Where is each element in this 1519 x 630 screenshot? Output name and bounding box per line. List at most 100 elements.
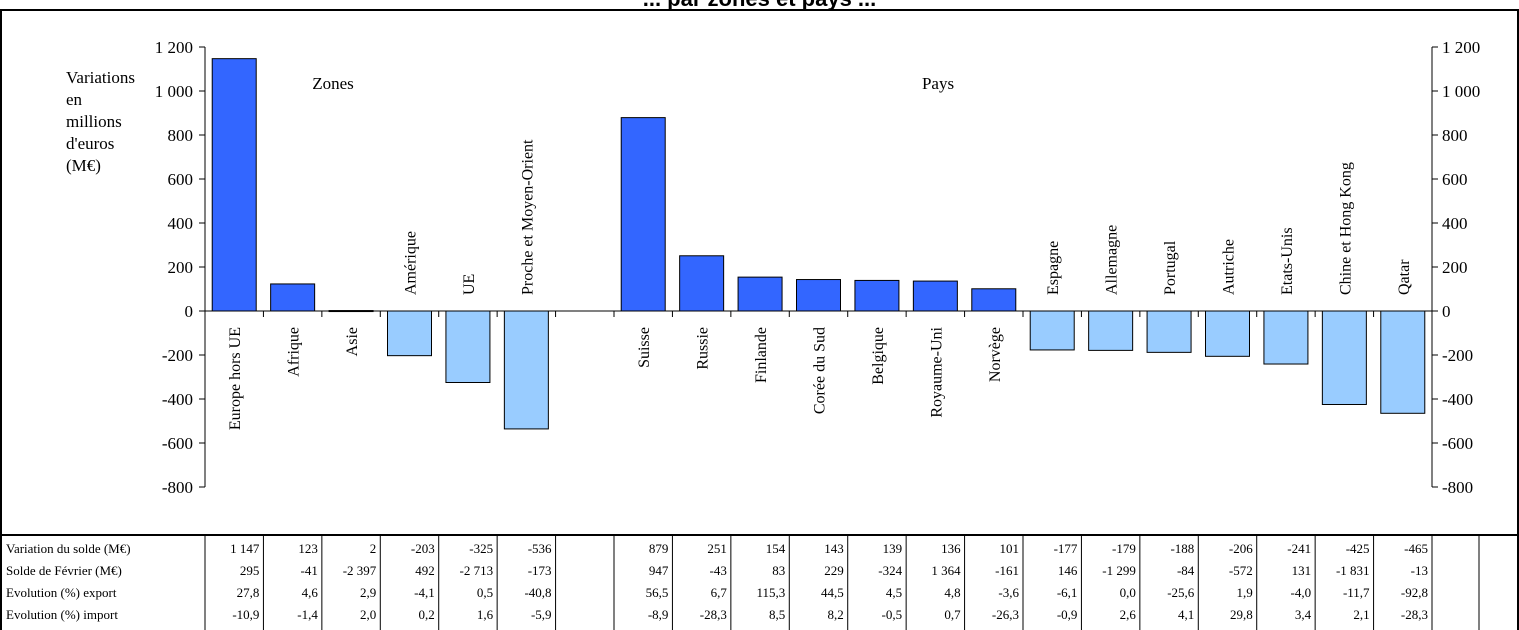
table-cell: -465	[1404, 541, 1428, 556]
category-label-allemagne: Allemagne	[1104, 225, 1121, 295]
table-cell: 2	[370, 541, 377, 556]
table-cell: 8,5	[769, 607, 785, 622]
category-label-chine-et-hong-kong: Chine et Hong Kong	[1337, 162, 1354, 295]
y-tick-label-right: 600	[1442, 170, 1468, 189]
y-tick-label-left: 400	[168, 214, 194, 233]
y-tick-label-left: 600	[168, 170, 194, 189]
table-cell: 3,4	[1295, 607, 1312, 622]
table-cell: -4,0	[1291, 585, 1312, 600]
category-label-ue: UE	[461, 274, 478, 295]
table-cell: -206	[1229, 541, 1253, 556]
table-cell: 229	[824, 563, 844, 578]
group-label-zones: Zones	[312, 74, 354, 93]
table-cell: 1 364	[931, 563, 961, 578]
bar-proche-et-moyen-orient	[503, 310, 549, 430]
category-label-royaume-uni: Royaume-Uni	[928, 326, 945, 417]
table-cell: -25,6	[1167, 585, 1195, 600]
table-cell: 6,7	[711, 585, 728, 600]
y-tick-label-left: 800	[168, 126, 194, 145]
table-cell: 115,3	[757, 585, 786, 600]
table-cell: 139	[883, 541, 903, 556]
table-cell: -1 299	[1102, 563, 1136, 578]
bar-norv-ge	[971, 288, 1017, 312]
table-cell: -3,6	[998, 585, 1019, 600]
table-cell: 131	[1292, 563, 1312, 578]
table-cell: 4,5	[886, 585, 902, 600]
category-label-etats-unis: Etats-Unis	[1279, 227, 1296, 295]
category-label-afrique: Afrique	[286, 327, 303, 377]
table-cell: -40,8	[524, 585, 551, 600]
table-cell: -425	[1346, 541, 1370, 556]
category-label-espagne: Espagne	[1045, 241, 1062, 295]
table-cell: -203	[411, 541, 435, 556]
table-cell: 2,9	[360, 585, 376, 600]
table-cell: -10,9	[232, 607, 259, 622]
table-cell: 0,0	[1120, 585, 1136, 600]
table-cell: 44,5	[821, 585, 844, 600]
table-cell: 4,8	[944, 585, 960, 600]
table-cell: 83	[772, 563, 785, 578]
y-tick-label-left: 1 200	[155, 38, 193, 57]
category-label-am-rique: Amérique	[403, 231, 420, 295]
table-cell: 123	[298, 541, 318, 556]
bar-suisse	[620, 117, 666, 312]
table-cell: 251	[707, 541, 727, 556]
bar-finlande	[737, 276, 783, 312]
table-cell: -325	[469, 541, 493, 556]
bar-royaume-uni	[912, 280, 958, 312]
table-cell: 0,7	[944, 607, 961, 622]
table-cell: 2,1	[1353, 607, 1369, 622]
y-tick-label-right: 400	[1442, 214, 1468, 233]
table-row-label: Variation du solde (M€)	[6, 541, 131, 556]
table-cell: 146	[1058, 563, 1078, 578]
bar-autriche	[1205, 310, 1250, 357]
table-cell: -2 713	[460, 563, 494, 578]
category-label-qatar: Qatar	[1396, 259, 1413, 295]
bar-espagne	[1029, 310, 1075, 351]
category-label-autriche: Autriche	[1221, 239, 1238, 295]
y-tick-label-right: -800	[1442, 478, 1473, 497]
table-cell: -6,1	[1057, 585, 1078, 600]
y-tick-label-right: 1 200	[1442, 38, 1480, 57]
table-cell: 1 147	[230, 541, 260, 556]
table-cell: -5,9	[531, 607, 552, 622]
table-cell: -13	[1411, 563, 1428, 578]
category-label-asie: Asie	[344, 327, 361, 356]
y-tick-label-left: 200	[168, 258, 194, 277]
table-cell: -26,3	[992, 607, 1019, 622]
table-cell: -92,8	[1401, 585, 1428, 600]
y-tick-label-left: 0	[185, 302, 194, 321]
y-tick-label-right: -600	[1442, 434, 1473, 453]
table-cell: -161	[995, 563, 1019, 578]
table-cell: -572	[1229, 563, 1253, 578]
table-cell: 29,8	[1230, 607, 1253, 622]
table-cell: 947	[649, 563, 669, 578]
y-tick-label-right: -400	[1442, 390, 1473, 409]
table-cell: -1 831	[1336, 563, 1370, 578]
y-tick-label-right: 0	[1442, 302, 1451, 321]
table-cell: -43	[710, 563, 727, 578]
table-cell: -0,5	[882, 607, 903, 622]
table-row-label: Solde de Février (M€)	[6, 563, 122, 578]
outer-border	[0, 9, 1519, 630]
table-cell: -0,9	[1057, 607, 1078, 622]
category-label-finlande: Finlande	[753, 327, 770, 383]
y-tick-label-left: -200	[162, 346, 193, 365]
category-label-portugal: Portugal	[1162, 240, 1179, 295]
chart-title: ... par zones et pays ...	[0, 0, 1519, 12]
y-tick-label-right: -200	[1442, 346, 1473, 365]
table-cell: 56,5	[646, 585, 669, 600]
bar-russie	[679, 255, 725, 312]
group-label-pays: Pays	[922, 74, 954, 93]
table-cell: -241	[1287, 541, 1311, 556]
y-axis-label: Variations en millions d'euros (M€)	[66, 68, 135, 175]
table-cell: -188	[1170, 541, 1194, 556]
table-row-label: Evolution (%) import	[6, 607, 118, 622]
table-cell: 492	[415, 563, 435, 578]
bar-asie	[328, 310, 374, 313]
table-cell: -536	[528, 541, 552, 556]
bar-afrique	[270, 283, 316, 312]
y-tick-label-left: -600	[162, 434, 193, 453]
